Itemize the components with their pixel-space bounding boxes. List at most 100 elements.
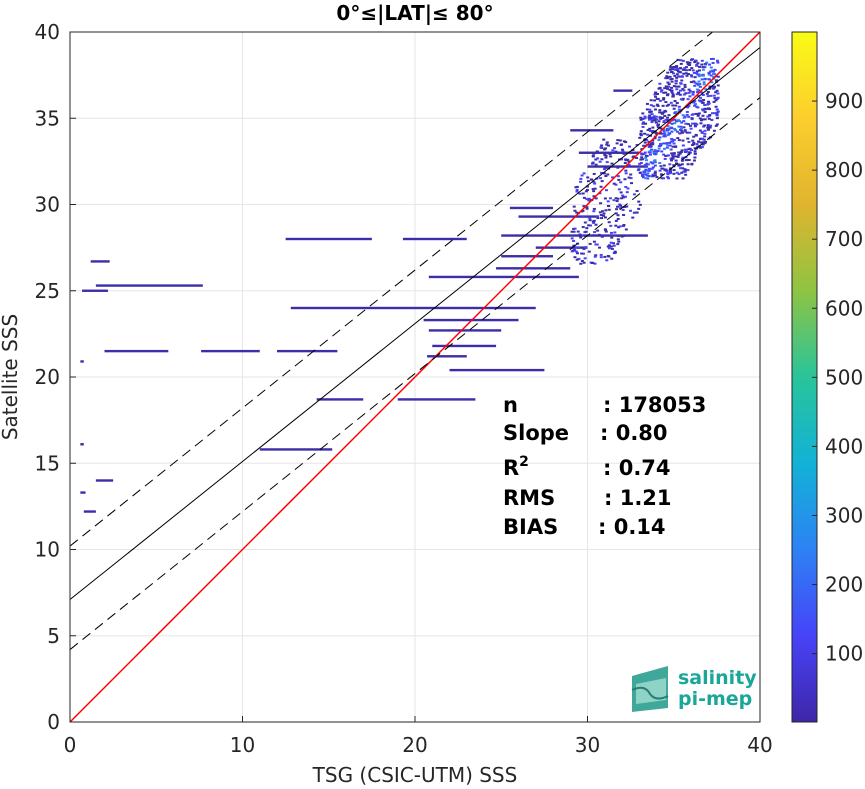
data-segment [259, 448, 333, 451]
data-cell [664, 142, 668, 145]
data-segment [290, 306, 536, 310]
data-cell [693, 84, 697, 87]
data-cell [612, 199, 616, 202]
data-cell [699, 146, 703, 149]
data-cell [661, 104, 665, 107]
data-cell [666, 175, 670, 178]
data-cell [654, 91, 658, 94]
data-cell [581, 215, 585, 218]
data-cell [695, 64, 699, 67]
data-cell [685, 113, 689, 116]
data-cell [713, 112, 717, 115]
data-cell [692, 159, 696, 162]
y-tick-label: 0 [47, 710, 60, 734]
data-cell [700, 146, 704, 149]
data-cell [650, 167, 654, 170]
data-cell [575, 188, 579, 191]
data-cell [653, 160, 657, 163]
data-cell [642, 176, 646, 179]
data-cell [677, 105, 681, 108]
data-cell [642, 144, 646, 147]
data-cell [684, 72, 688, 75]
data-cell [663, 114, 667, 117]
data-cell [604, 209, 608, 212]
data-cell [682, 126, 686, 129]
data-cell [691, 122, 695, 125]
data-cell [624, 185, 628, 188]
data-cell [674, 120, 678, 123]
data-cell [653, 164, 657, 167]
data-cell [693, 152, 697, 155]
data-cell [678, 93, 682, 96]
data-cell [699, 119, 703, 122]
y-tick-label: 10 [35, 538, 60, 562]
data-cell [630, 182, 634, 185]
data-cell [664, 118, 668, 121]
data-segment [80, 491, 86, 494]
data-cell [701, 108, 705, 111]
data-cell [603, 166, 607, 169]
data-cell [669, 148, 673, 151]
data-cell [650, 113, 654, 116]
data-cell [658, 136, 662, 139]
data-cell [574, 186, 578, 189]
data-cell [594, 158, 598, 161]
data-cell [704, 140, 708, 143]
data-cell [672, 153, 676, 156]
data-cell [664, 110, 668, 113]
data-cell [651, 175, 655, 178]
data-cell [696, 62, 700, 65]
colorbar-tick-label: 800 [825, 158, 863, 182]
data-cell [715, 89, 719, 92]
data-cell [582, 252, 586, 255]
data-cell [641, 125, 645, 128]
data-cell [656, 126, 660, 129]
data-cell [610, 236, 614, 239]
data-cell [663, 157, 667, 160]
data-cell [713, 97, 717, 100]
data-cell [691, 90, 695, 93]
data-cell [601, 214, 605, 217]
data-segment [104, 349, 169, 353]
data-cell [644, 168, 648, 171]
data-cell [629, 209, 633, 212]
data-cell [648, 153, 652, 156]
data-cell [663, 135, 667, 138]
data-cell [703, 124, 707, 127]
data-cell [652, 115, 656, 118]
data-cell [640, 153, 644, 156]
data-cell [651, 173, 655, 176]
data-cell [656, 93, 660, 96]
data-cell [639, 152, 643, 155]
data-cell [623, 178, 627, 181]
data-segment [578, 151, 640, 154]
data-cell [715, 108, 719, 111]
data-cell [592, 221, 596, 224]
data-cell [715, 111, 719, 114]
data-cell [644, 156, 648, 159]
data-cell [643, 117, 647, 120]
data-cell [611, 242, 615, 245]
data-cell [642, 170, 646, 173]
data-cell [674, 82, 678, 85]
data-cell [654, 121, 658, 124]
data-cell [619, 191, 623, 194]
data-cell [619, 204, 623, 207]
data-cell [691, 101, 695, 104]
data-cell [698, 65, 702, 68]
data-cell [684, 66, 688, 69]
data-cell [607, 221, 611, 224]
logo-line2: pi-mep [678, 688, 752, 710]
data-cell [697, 80, 701, 83]
data-cell [666, 144, 670, 147]
data-cell [654, 115, 658, 118]
data-cell [677, 173, 681, 176]
data-cell [659, 90, 663, 93]
data-cell [673, 122, 677, 125]
data-cell [592, 152, 596, 155]
data-cell [616, 175, 620, 178]
data-cell [660, 112, 664, 115]
data-cell [639, 130, 643, 133]
data-cell [590, 162, 594, 165]
data-cell [609, 155, 613, 158]
